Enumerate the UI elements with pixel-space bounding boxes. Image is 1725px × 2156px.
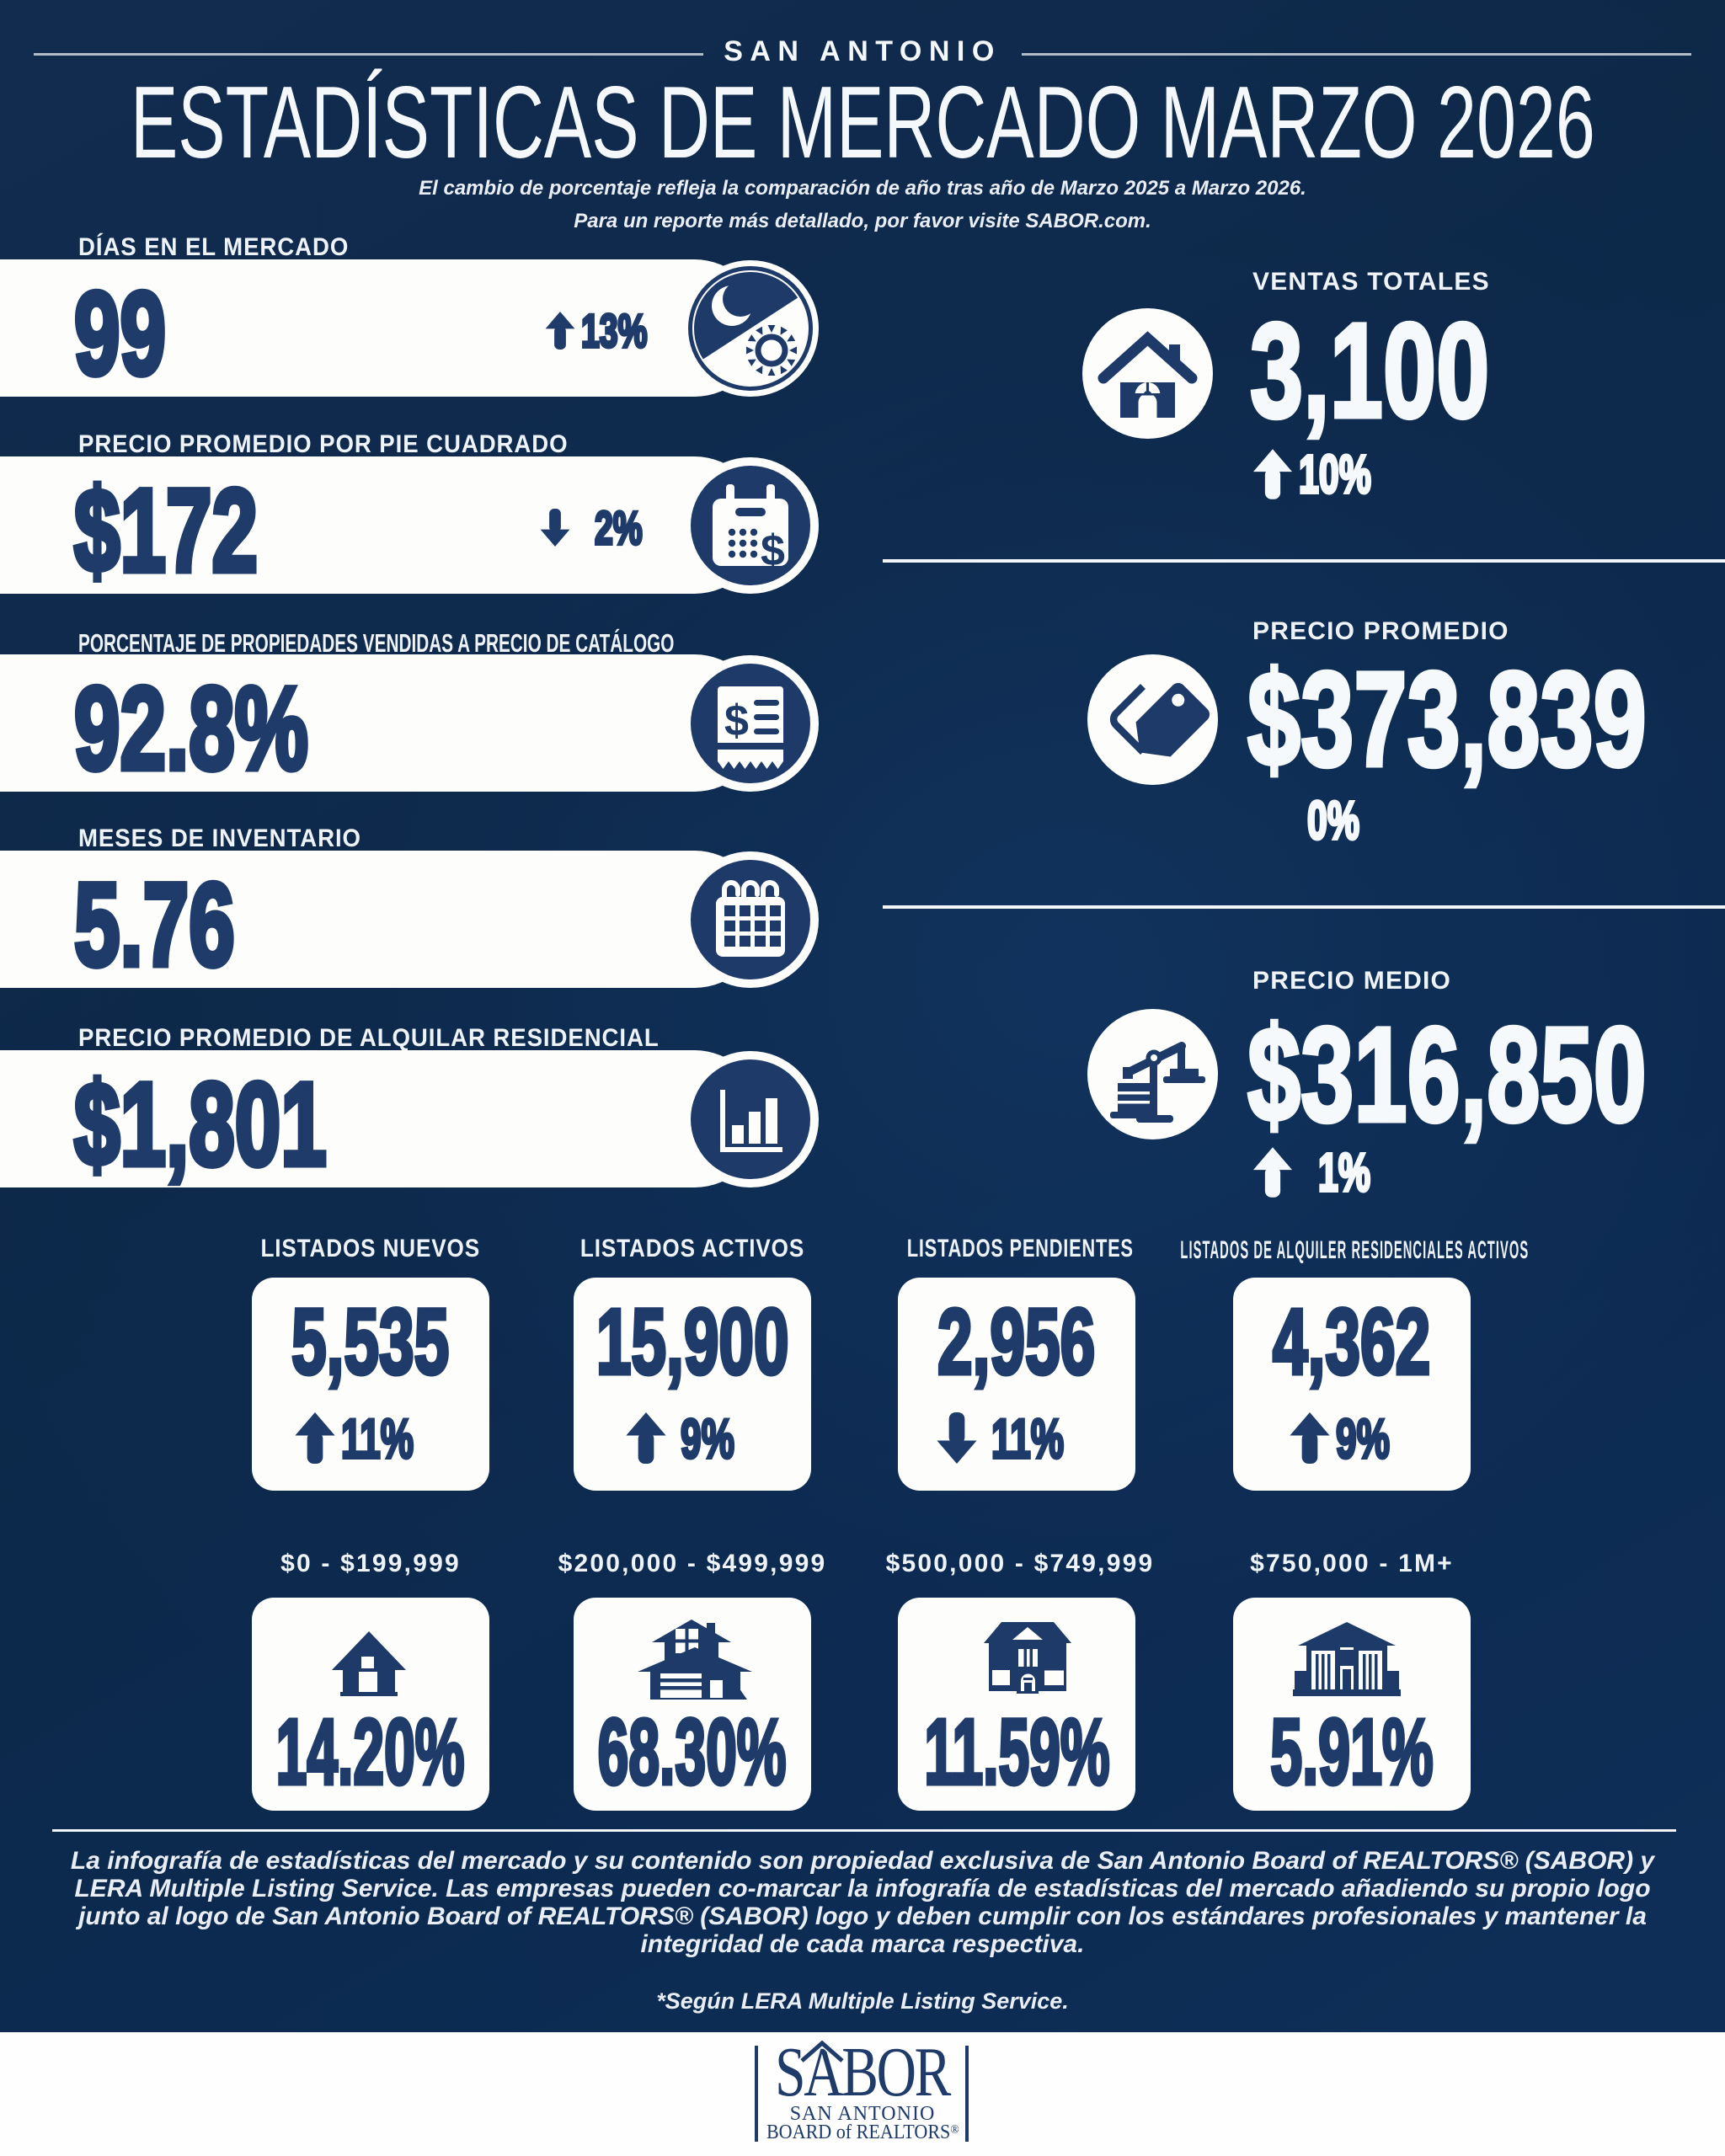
svg-text:$: $ — [724, 696, 749, 745]
svg-text:$: $ — [761, 526, 785, 575]
